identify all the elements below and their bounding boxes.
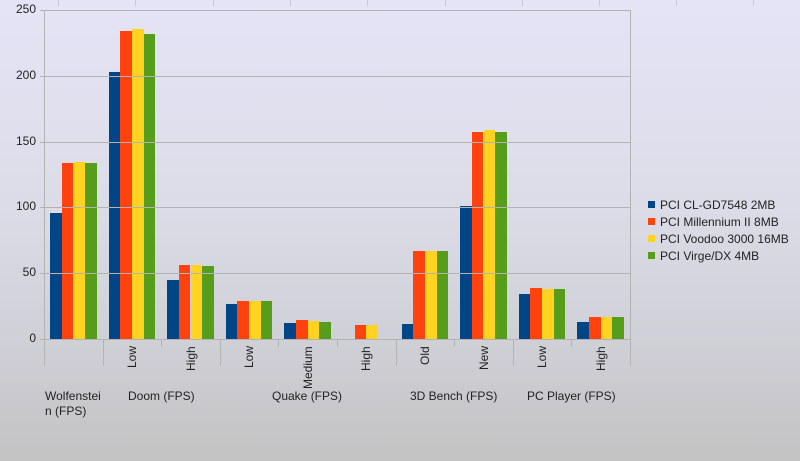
y-tick-label: 100 <box>15 199 36 213</box>
bar <box>589 317 601 339</box>
plot-frame <box>44 10 631 340</box>
bar <box>542 288 554 339</box>
x-subcategory-label: High <box>183 346 198 371</box>
x-axis-separator <box>454 339 455 347</box>
legend-item: PCI Virge/DX 4MB <box>648 247 789 264</box>
x-axis-separator <box>220 339 221 366</box>
gridline <box>40 76 630 77</box>
bar <box>202 266 214 339</box>
bar <box>131 29 144 339</box>
bar <box>108 71 121 339</box>
gridline <box>40 10 630 11</box>
bar <box>518 293 531 339</box>
x-axis-separator <box>103 339 104 366</box>
x-axis-separator <box>630 339 631 366</box>
bar <box>354 324 367 339</box>
bar <box>471 131 484 339</box>
bar <box>530 288 543 339</box>
y-tick-label: 250 <box>15 2 36 16</box>
x-subcategory-label: High <box>359 346 374 371</box>
bar <box>307 320 320 339</box>
bar <box>612 317 625 339</box>
legend-label: PCI Virge/DX 4MB <box>660 248 760 263</box>
bar <box>577 321 589 339</box>
x-group-label: Doom (FPS) <box>128 389 195 403</box>
y-tick-label: 200 <box>15 68 36 82</box>
x-axis-separator <box>396 339 397 366</box>
y-tick-label: 0 <box>29 331 36 345</box>
x-subcategory-label: Low <box>124 345 139 368</box>
bar <box>225 303 238 339</box>
bar <box>553 289 566 339</box>
bar <box>120 31 132 339</box>
legend-swatch-icon <box>648 235 655 242</box>
legend-swatch-icon <box>648 201 655 208</box>
x-axis-separator <box>337 339 338 347</box>
bar <box>249 300 261 339</box>
bar <box>237 300 250 339</box>
gridline <box>40 339 630 340</box>
bar <box>190 265 203 339</box>
x-axis-separator <box>44 339 45 366</box>
bar <box>460 206 472 339</box>
x-subcategory-label: New <box>476 345 491 370</box>
gridline <box>40 142 630 143</box>
legend-swatch-icon <box>648 218 655 225</box>
bar <box>436 250 449 339</box>
bar <box>85 162 97 339</box>
bar <box>483 130 496 339</box>
bar <box>600 317 613 339</box>
legend-label: PCI Voodoo 3000 16MB <box>660 231 789 246</box>
legend-swatch-icon <box>648 252 655 259</box>
gridline <box>40 207 630 208</box>
bar <box>49 212 62 339</box>
x-group-label: Wolfenstei n (FPS) <box>45 389 101 418</box>
bar <box>143 34 156 339</box>
bar <box>73 162 85 339</box>
bar <box>260 300 273 339</box>
legend-label: PCI CL-GD7548 2MB <box>660 197 776 212</box>
x-subcategory-label: Low <box>535 345 550 368</box>
x-axis-separator <box>161 339 162 347</box>
bar <box>366 324 378 339</box>
bar <box>178 265 191 339</box>
bar <box>401 323 414 339</box>
x-subcategory-label: High <box>593 346 608 371</box>
bar <box>413 250 425 339</box>
x-group-label: 3D Bench (FPS) <box>410 389 498 403</box>
x-axis-separator <box>513 339 514 366</box>
y-tick-label: 150 <box>15 134 36 148</box>
legend: PCI CL-GD7548 2MB PCI Millennium II 8MB PC… <box>648 196 789 264</box>
bar <box>424 250 437 339</box>
y-tick-label: 50 <box>22 265 36 279</box>
legend-item: PCI CL-GD7548 2MB <box>648 196 789 213</box>
x-axis-separator <box>278 339 279 347</box>
x-group-label: Quake (FPS) <box>272 389 343 403</box>
bar <box>167 280 179 339</box>
gridline <box>40 273 630 274</box>
x-subcategory-label: Old <box>417 346 432 365</box>
x-axis-separator <box>571 339 572 347</box>
legend-item: PCI Voodoo 3000 16MB <box>648 230 789 247</box>
spreadsheet-cell-lines <box>0 0 800 8</box>
bar <box>319 321 332 339</box>
bar <box>284 322 296 339</box>
legend-label: PCI Millennium II 8MB <box>660 214 779 229</box>
x-group-label: PC Player (FPS) <box>527 389 616 403</box>
bar <box>296 320 308 339</box>
x-subcategory-label: Low <box>242 345 257 368</box>
bar <box>495 132 507 339</box>
x-subcategory-label: Medium <box>300 346 315 389</box>
bar <box>61 163 74 339</box>
legend-item: PCI Millennium II 8MB <box>648 213 789 230</box>
